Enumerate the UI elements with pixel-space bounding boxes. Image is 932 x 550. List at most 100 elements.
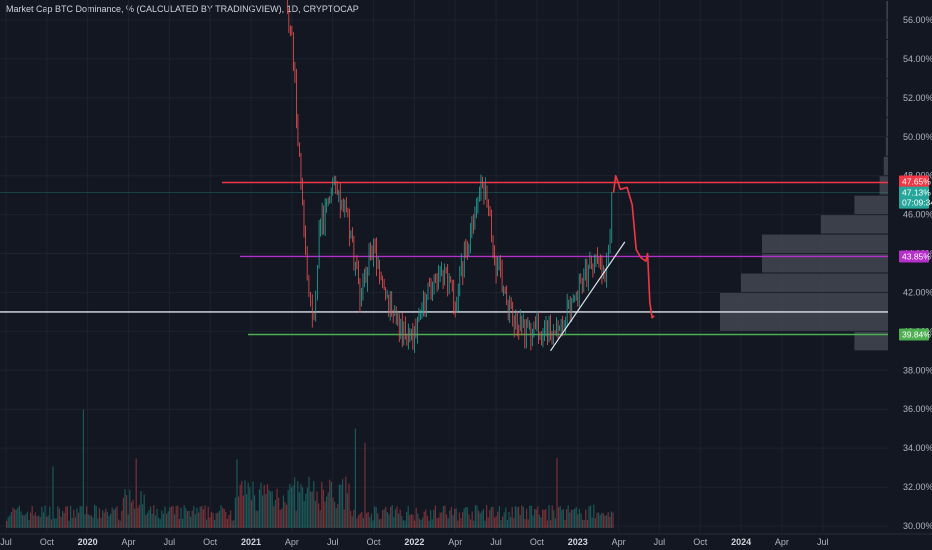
volume-bar bbox=[44, 505, 46, 528]
volume-bar bbox=[502, 516, 504, 528]
volume-bar bbox=[38, 515, 40, 528]
volume-bar bbox=[460, 518, 462, 528]
volume-bar bbox=[610, 511, 612, 528]
volume-bar bbox=[550, 520, 552, 528]
volume-bar bbox=[23, 515, 25, 528]
volume-profile-bar bbox=[886, 39, 888, 59]
volume-profile-bar bbox=[885, 137, 888, 156]
volume-bar bbox=[210, 511, 212, 528]
volume-bar bbox=[118, 519, 120, 528]
volume-bar bbox=[526, 508, 528, 528]
volume-profile-bar bbox=[820, 215, 888, 234]
volume-bar bbox=[361, 511, 363, 528]
volume-bar bbox=[284, 502, 286, 528]
projection-path[interactable] bbox=[612, 174, 655, 319]
x-tick-label: Jul bbox=[164, 537, 176, 547]
volume-bar bbox=[414, 520, 416, 528]
volume-bar bbox=[474, 505, 476, 528]
volume-bar bbox=[602, 513, 604, 528]
volume-bar bbox=[174, 514, 176, 528]
volume-bar bbox=[241, 481, 243, 528]
volume-bar bbox=[417, 513, 419, 528]
volume-bar bbox=[199, 506, 201, 528]
volume-bar bbox=[78, 512, 80, 528]
volume-bar bbox=[546, 520, 548, 528]
volume-bar bbox=[130, 502, 132, 528]
volume-bar bbox=[260, 482, 262, 528]
trendline[interactable] bbox=[550, 241, 626, 352]
volume-bar bbox=[246, 494, 248, 528]
y-tick-label: 42.00% bbox=[903, 287, 932, 297]
volume-bar bbox=[377, 513, 379, 528]
volume-bar bbox=[255, 510, 257, 528]
volume-bar bbox=[148, 510, 150, 528]
y-tick-label: 36.00% bbox=[903, 404, 932, 414]
volume-bar bbox=[430, 510, 432, 528]
volume-bar bbox=[466, 507, 468, 528]
x-tick-label: Oct bbox=[367, 537, 382, 547]
support-price-tag-bg bbox=[899, 328, 929, 341]
projection-line bbox=[612, 174, 655, 319]
volume-bar bbox=[497, 511, 499, 528]
volume-bar bbox=[398, 513, 400, 528]
volume-bar bbox=[114, 508, 116, 528]
volume-bar bbox=[143, 494, 145, 528]
volume-bar bbox=[583, 520, 585, 528]
volume-bar bbox=[108, 516, 110, 528]
volume-bars bbox=[6, 409, 614, 528]
volume-bar bbox=[607, 512, 609, 528]
volume-bar bbox=[39, 517, 41, 528]
volume-bar bbox=[327, 492, 329, 528]
volume-bar bbox=[553, 510, 555, 528]
x-axis[interactable]: Jul Oct 2020 Apr Jul Oct 2021 Apr Jul Oct 2022 Apr J… bbox=[0, 533, 932, 547]
volume-profile-bar bbox=[886, 98, 888, 117]
volume-bar bbox=[198, 512, 200, 528]
volume-bar bbox=[92, 517, 94, 528]
volume-bar bbox=[476, 505, 478, 528]
volume-bar bbox=[490, 507, 492, 528]
volume-bar bbox=[519, 514, 521, 528]
volume-bar bbox=[479, 513, 481, 528]
volume-bar bbox=[454, 508, 456, 528]
volume-bar bbox=[52, 466, 54, 528]
volume-bar bbox=[7, 517, 9, 528]
volume-bar bbox=[76, 508, 78, 528]
volume-bar bbox=[262, 495, 264, 528]
volume-bar bbox=[102, 510, 104, 528]
volume-bar bbox=[175, 506, 177, 528]
volume-bar bbox=[340, 484, 342, 528]
volume-bar bbox=[286, 504, 288, 528]
trendline-segment bbox=[550, 241, 626, 352]
volume-profile-bar bbox=[883, 156, 888, 176]
volume-bar bbox=[254, 495, 256, 528]
y-axis[interactable]: 56.00%54.00%52.00%50.00%48.00%46.00%44.0… bbox=[903, 15, 932, 531]
volume-bar bbox=[462, 512, 464, 528]
volume-bar bbox=[569, 512, 571, 528]
volume-bar bbox=[458, 512, 460, 528]
volume-bar bbox=[9, 515, 11, 528]
volume-bar bbox=[463, 508, 465, 528]
volume-bar bbox=[89, 515, 91, 528]
volume-bar bbox=[593, 504, 595, 528]
volume-profile-bar bbox=[720, 312, 888, 331]
volume-bar bbox=[100, 517, 102, 528]
x-tick-label: 2024 bbox=[731, 537, 751, 547]
volume-bar bbox=[122, 497, 124, 528]
volume-bar bbox=[556, 457, 558, 528]
volume-bar bbox=[390, 506, 392, 528]
volume-bar bbox=[300, 484, 302, 528]
volume-bar bbox=[82, 409, 84, 528]
volume-profile-bar bbox=[879, 176, 888, 195]
volume-bar bbox=[455, 508, 457, 528]
volume-bar bbox=[420, 520, 422, 528]
volume-bar bbox=[273, 506, 275, 528]
volume-bar bbox=[396, 506, 398, 528]
volume-bar bbox=[558, 507, 560, 528]
volume-bar bbox=[353, 509, 355, 528]
volume-bar bbox=[182, 518, 184, 528]
volume-bar bbox=[172, 505, 174, 528]
volume-bar bbox=[439, 512, 441, 528]
volume-profile-bar bbox=[854, 331, 888, 351]
volume-bar bbox=[337, 504, 339, 528]
